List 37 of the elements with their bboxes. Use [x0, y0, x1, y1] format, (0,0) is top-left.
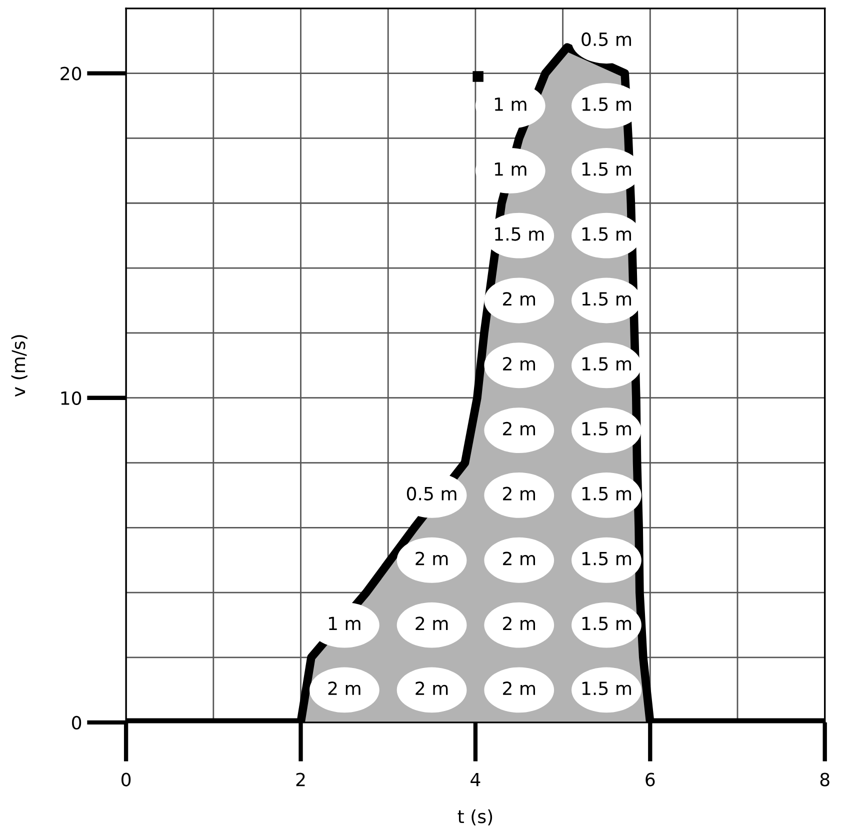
- annotation: 2 m: [503, 552, 535, 566]
- annotation: 1.5 m: [582, 357, 631, 371]
- annotation: 2 m: [503, 616, 535, 630]
- annotation: 1.5 m: [582, 422, 631, 436]
- annotation: 1.5 m: [582, 682, 631, 696]
- annotation: 1.5 m: [582, 292, 631, 306]
- annotation: 0.5 m: [406, 486, 456, 500]
- annotation: 2 m: [416, 552, 448, 566]
- x-tick-label: 8: [820, 772, 830, 786]
- y-tick-label: 20: [60, 66, 82, 80]
- annotation: 1.5 m: [582, 616, 631, 630]
- x-axis-title: t (s): [458, 809, 492, 826]
- annotation: 1 m: [494, 162, 526, 176]
- annotation: 2 m: [503, 356, 535, 370]
- annotation: 1.5 m: [582, 98, 631, 112]
- annotation: 2 m: [503, 422, 535, 436]
- annotation: 1.5 m: [582, 552, 631, 566]
- x-tick-label: 4: [470, 772, 480, 786]
- x-tick-label: 0: [122, 772, 131, 786]
- annotation: 1.5 m: [582, 227, 631, 241]
- annotation: 2 m: [503, 292, 535, 306]
- annotation: 2 m: [416, 616, 448, 630]
- annotation: 2 m: [503, 682, 535, 695]
- annotation: 2 m: [416, 682, 448, 695]
- y-tick-label: 0: [72, 716, 82, 730]
- annotation: 2 m: [503, 486, 535, 500]
- annotation: 1.5 m: [582, 487, 631, 500]
- annotation: 1.5 m: [582, 162, 631, 176]
- x-tick-label: 6: [646, 772, 655, 786]
- annotation: 2 m: [328, 682, 360, 695]
- annotation: 1.5 m: [495, 227, 544, 241]
- annotation: 1 m: [329, 616, 360, 630]
- y-axis-title: v (m/s): [11, 335, 28, 397]
- y-tick-label: 10: [61, 391, 82, 405]
- x-tick-label: 2: [296, 772, 305, 786]
- annotation: 0.5 m: [582, 32, 631, 46]
- annotation: 1 m: [494, 98, 526, 111]
